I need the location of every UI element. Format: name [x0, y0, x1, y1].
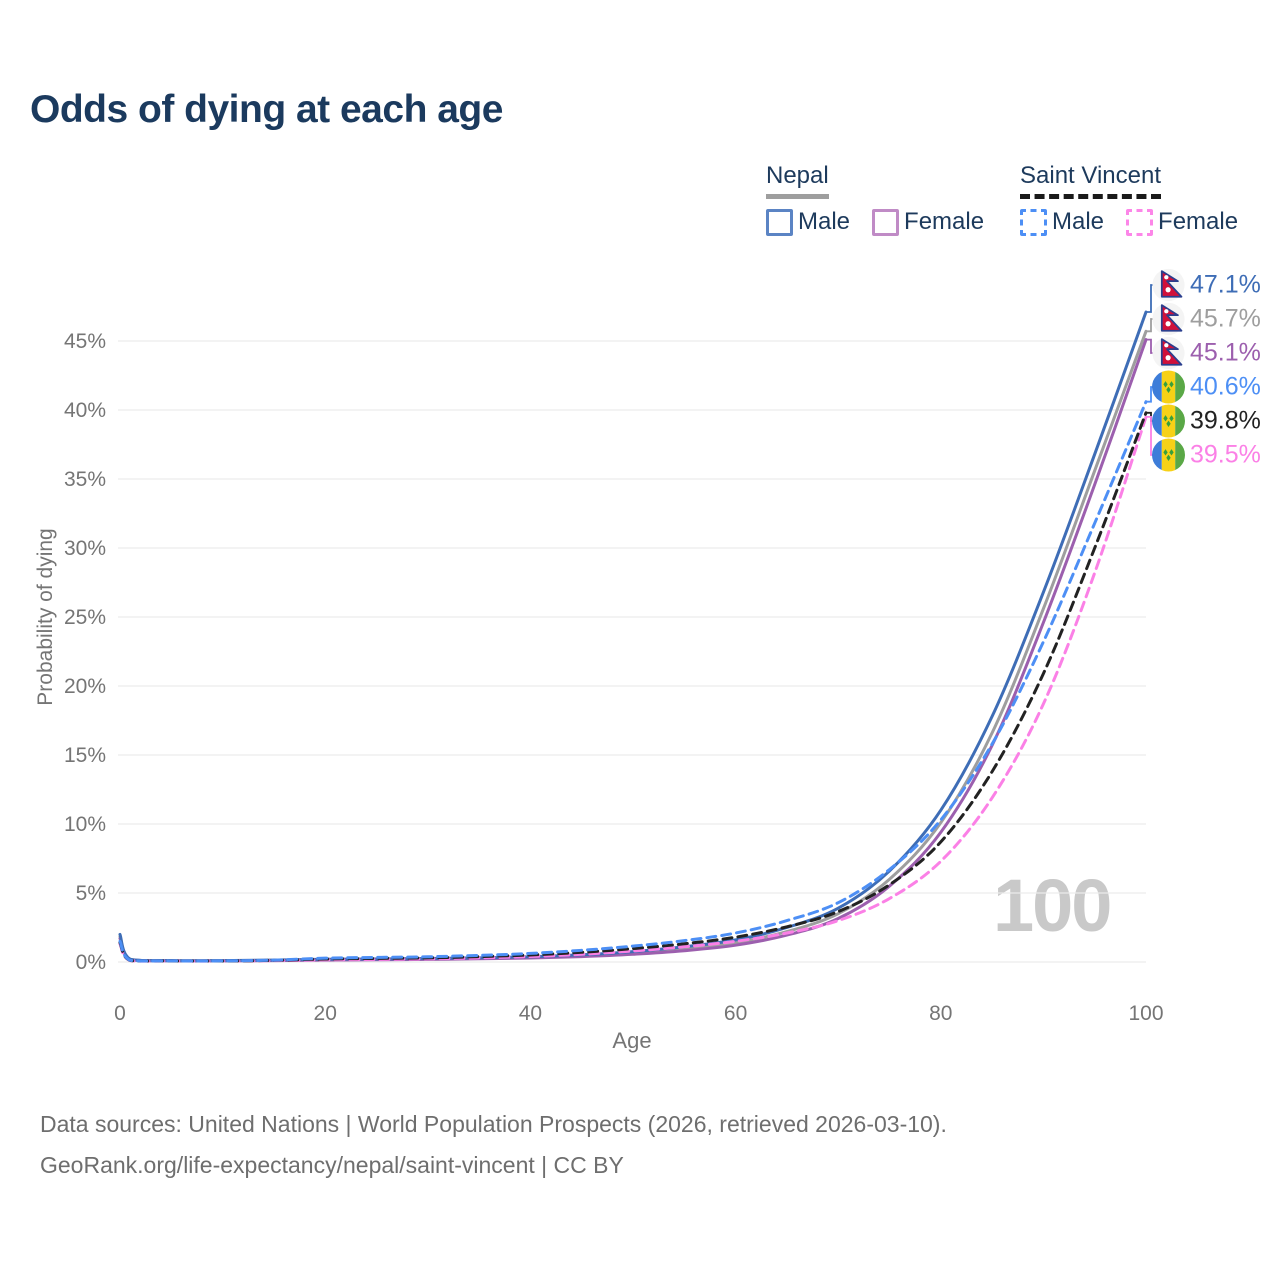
series-line-saint-vincent-both [118, 411, 1148, 963]
x-tick-label: 0 [114, 1002, 126, 1025]
saint-vincent-male-swatch-icon[interactable] [1020, 208, 1047, 236]
legend-label-nepal-female[interactable]: Female [904, 208, 985, 235]
attribution-text: GeoRank.org/life-expectancy/nepal/saint-… [40, 1152, 624, 1178]
legend-group-nepal: Nepal Male Female [766, 162, 1006, 236]
legend-label-nepal-male[interactable]: Male [798, 208, 851, 235]
y-tick-label: 10% [64, 813, 106, 836]
series-line-nepal-male [118, 310, 1148, 963]
y-tick-label: 35% [64, 468, 106, 491]
legend-label-saint-vincent-female[interactable]: Female [1158, 208, 1239, 235]
footer: Data sources: United Nations | World Pop… [40, 1104, 947, 1186]
y-tick-label: 0% [76, 951, 106, 974]
x-axis-title: Age [612, 1028, 652, 1053]
y-tick-label: 15% [64, 744, 106, 767]
legend-title-nepal: Nepal [766, 162, 829, 199]
series-line-nepal-both [118, 329, 1148, 963]
end-label-connector [1146, 284, 1155, 313]
y-tick-label: 25% [64, 606, 106, 629]
legend-title-saint-vincent: Saint Vincent [1020, 162, 1161, 199]
y-tick-label: 5% [76, 882, 106, 905]
series-line-nepal-female [118, 338, 1148, 963]
legend-label-saint-vincent-male[interactable]: Male [1052, 208, 1105, 235]
x-tick-label: 20 [314, 1002, 337, 1025]
y-tick-label: 20% [64, 675, 106, 698]
series-line-saint-vincent-male [118, 400, 1148, 963]
y-tick-label: 45% [64, 330, 106, 353]
nepal-male-swatch-icon[interactable] [766, 208, 793, 236]
x-tick-label: 80 [929, 1002, 952, 1025]
age-counter-watermark: 100 [993, 864, 1112, 947]
x-tick-label: 100 [1128, 1002, 1163, 1025]
y-tick-label: 30% [64, 537, 106, 560]
end-label-connector [1146, 416, 1155, 456]
y-tick-label: 40% [64, 399, 106, 422]
data-sources-text: Data sources: United Nations | World Pop… [40, 1111, 947, 1137]
end-label-connector [1146, 386, 1155, 403]
y-axis-title: Probability of dying [34, 528, 57, 706]
x-tick-label: 40 [519, 1002, 542, 1025]
nepal-female-swatch-icon[interactable] [872, 208, 900, 236]
saint-vincent-female-swatch-icon[interactable] [1126, 208, 1154, 236]
page-title: Odds of dying at each age [30, 88, 503, 131]
series-line-saint-vincent-female [118, 415, 1148, 963]
end-label-connector [1146, 338, 1155, 354]
end-label-connector [1146, 318, 1155, 333]
legend-group-saint-vincent: Saint Vincent Male Female [1020, 162, 1260, 236]
x-tick-label: 60 [724, 1002, 747, 1025]
